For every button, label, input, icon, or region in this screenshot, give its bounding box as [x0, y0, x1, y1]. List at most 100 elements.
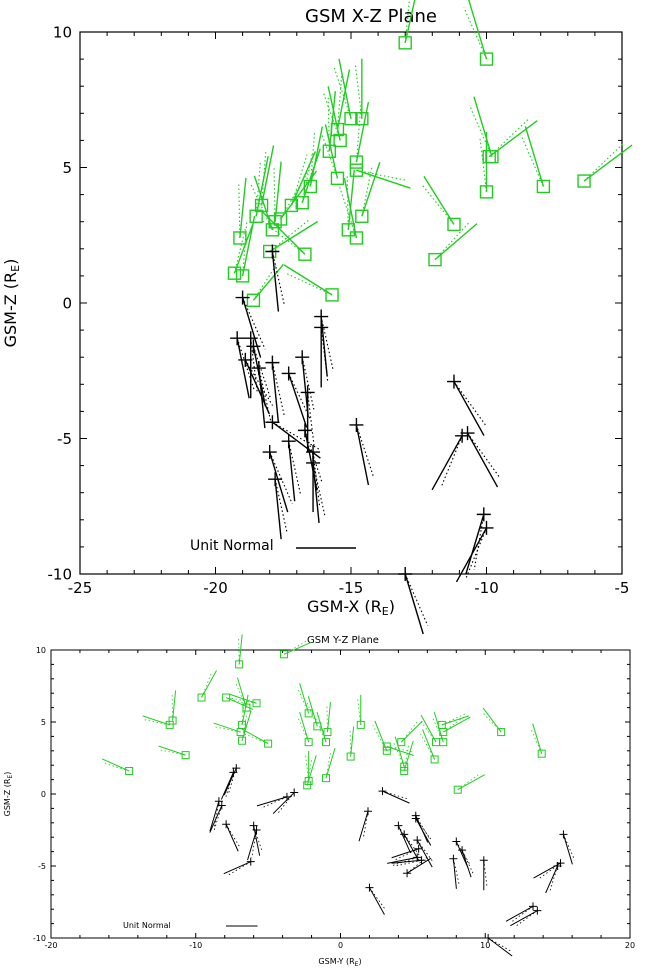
xz-plus-marker [398, 567, 413, 581]
xz-normal-vector [320, 316, 328, 377]
xz-normal-vector [287, 441, 296, 502]
xz-normal-vector [465, 514, 485, 575]
yz-normal-vector [283, 641, 312, 655]
xz-y-axis-label: GSM-Z (RE) [1, 259, 22, 348]
yz-normal-vector [158, 745, 186, 756]
yz-plus-marker [529, 902, 538, 911]
xz-normal-alt-vector [355, 107, 362, 163]
yz-normal-vector [247, 829, 258, 861]
xz-square-marker [349, 231, 364, 245]
xz-unit-normal-label: Unit Normal [190, 538, 274, 554]
yz-y-tick-label: 0 [41, 790, 46, 799]
xz-normal-alt-vector [312, 451, 321, 506]
yz-normal-vector [452, 858, 457, 889]
xz-plus-marker [265, 415, 280, 430]
xz-normal-alt-vector [250, 183, 273, 231]
yz-plus-marker [484, 934, 493, 942]
xz-plus-marker [243, 331, 258, 346]
yz-normal-vector [358, 811, 369, 842]
yz-square-marker [125, 766, 134, 775]
xz-normal-vector [431, 435, 463, 491]
yz-chart-title: GSM Y-Z Plane [307, 635, 379, 646]
yz-normal-vector [350, 726, 355, 757]
xz-normal-vector [488, 120, 538, 158]
yz-normal-alt-vector [403, 834, 421, 858]
yz-plus-marker [232, 764, 241, 773]
xz-square-marker [349, 163, 364, 177]
xz-normal-alt-vector [269, 451, 293, 504]
yz-x-tick-label: 10 [480, 941, 490, 950]
yz-square-marker [322, 774, 331, 783]
xz-normal-alt-vector [320, 327, 329, 382]
xz-normal-alt-vector [464, 527, 488, 580]
xz-normal-vector [262, 211, 306, 255]
yz-normal-vector [256, 796, 288, 807]
xz-normal-vector [338, 58, 352, 119]
xz-normal-alt-vector [463, 7, 488, 60]
yz-normal-alt-vector [238, 637, 240, 665]
xz-normal-alt-vector [272, 421, 320, 450]
xz-plus-marker [246, 339, 261, 354]
yz-plus-marker [458, 846, 467, 855]
xz-normal-alt-vector [261, 150, 267, 206]
xz-normal-vector [244, 359, 270, 415]
xz-normal-alt-vector [323, 93, 341, 141]
yz-normal-alt-vector [241, 697, 245, 725]
yz-plus-marker [252, 826, 261, 834]
xz-normal-vector [356, 169, 411, 189]
yz-y-axis-label: GSM-Z (RE) [3, 772, 14, 817]
yz-normal-vector [457, 774, 485, 791]
yz-normal-alt-vector [297, 687, 310, 714]
xz-normal-alt-vector [255, 161, 261, 217]
yz-square-marker [303, 781, 312, 790]
xz-normal-vector [290, 151, 317, 206]
xz-normal-alt-vector [479, 138, 488, 192]
yz-square-marker [497, 728, 506, 737]
xz-normal-vector [355, 101, 370, 163]
xz-normal-alt-vector [290, 154, 308, 206]
xz-normal-vector [271, 251, 280, 312]
xz-plus-marker [460, 426, 475, 441]
xz-normal-alt-vector [262, 220, 306, 255]
yz-plus-marker [394, 821, 403, 830]
yz-normal-alt-vector [392, 740, 405, 767]
yz-x-tick-label: -20 [44, 941, 57, 950]
xz-normal-vector [468, 0, 488, 60]
xz-normal-vector [361, 162, 381, 217]
yz-normal-alt-vector [349, 729, 352, 757]
xz-plus-marker [297, 423, 312, 438]
xz-plus-marker [300, 385, 315, 400]
yz-square-marker [323, 728, 332, 737]
xz-normal-alt-vector [404, 573, 429, 626]
yz-plus-marker [413, 853, 422, 862]
xz-data-marks [227, 0, 633, 635]
xz-plus-marker [349, 417, 364, 432]
yz-normal-vector [325, 748, 336, 779]
yz-normal-vector [562, 834, 573, 865]
yz-normal-vector [241, 710, 252, 741]
xz-normal-vector [355, 424, 370, 486]
yz-normal-vector [394, 736, 405, 767]
yz-normal-alt-vector [306, 757, 313, 786]
yz-x-axis-label: GSM-Y (RE) [318, 957, 361, 968]
yz-plus-marker [246, 857, 255, 866]
xz-normal-alt-vector [301, 357, 315, 411]
xz-normal-vector [255, 156, 269, 217]
xz-x-tick-label: -10 [474, 579, 499, 597]
xz-square-marker [355, 112, 369, 126]
yz-normal-vector [225, 824, 239, 852]
yz-plus-marker [414, 844, 423, 853]
xz-x-tick-label: -25 [68, 579, 93, 597]
xz-normal-alt-vector [271, 362, 285, 416]
xz-plus-marker [479, 520, 494, 535]
yz-normal-vector [374, 720, 388, 751]
yz-square-marker [346, 752, 355, 761]
yz-normal-alt-vector [453, 858, 460, 886]
yz-normal-vector [441, 715, 469, 726]
yz-normal-vector [272, 792, 295, 814]
yz-plus-marker [452, 837, 461, 846]
xz-normal-alt-vector [440, 435, 463, 488]
yz-normal-vector [505, 905, 534, 922]
yz-normal-alt-vector [394, 859, 422, 867]
